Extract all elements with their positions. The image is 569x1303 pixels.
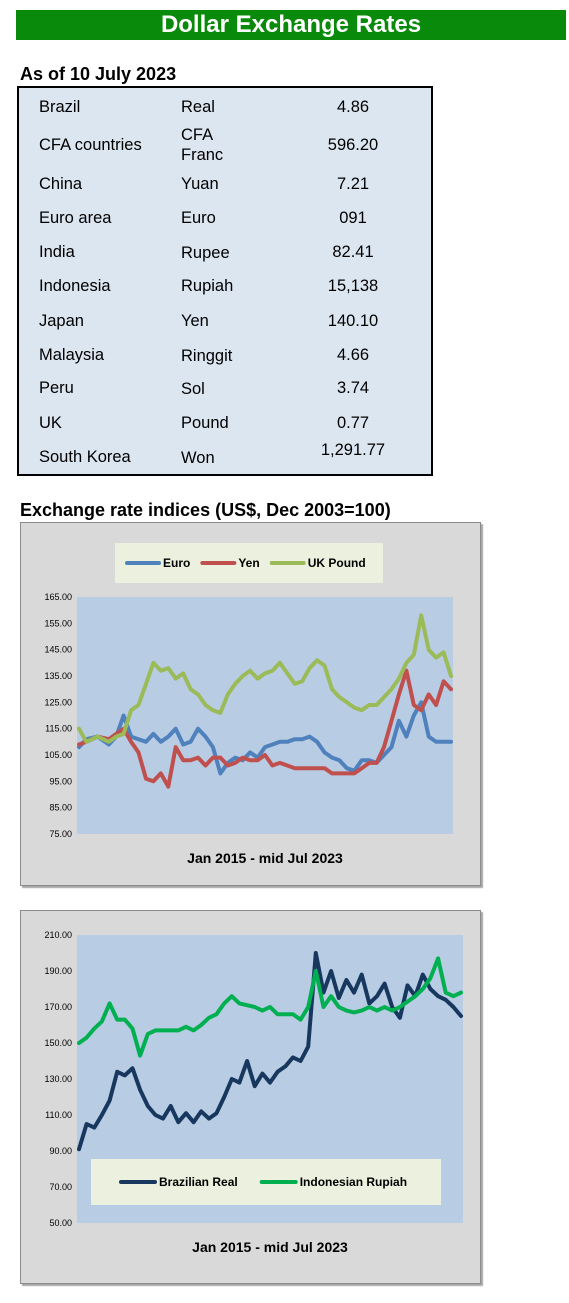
series-line-2 (77, 613, 453, 744)
chart-group: 210.00 190.00 170.00 150.00 130.00 110.00 90.0… (44, 930, 463, 1255)
chart-group: 165.00 155.00 145.00 135.00 125.00 115.00 105.… (44, 543, 453, 866)
chart-panel-1: 165.00 155.00 145.00 135.00 125.00 115.00 105.… (20, 522, 481, 886)
y-tick-label: 135.00 (44, 671, 72, 681)
y-tick-label: 150.00 (44, 1038, 72, 1048)
currency-cell: Rupee (181, 243, 230, 262)
legend-label: Brazilian Real (159, 1175, 238, 1189)
rate-value-cell: 0.77 (336, 413, 370, 432)
x-axis-label: Jan 2015 - mid Jul 2023 (187, 850, 343, 866)
rate-value-cell: 091 (339, 208, 367, 227)
rate-row: Malaysia Ringgit 4.66 (39, 339, 415, 372)
rate-value-cell: 1,291.77 (320, 441, 386, 459)
y-tick-label: 190.00 (44, 966, 72, 976)
rate-value-cell: 3.74 (336, 379, 370, 397)
currency-cell: Yen (181, 312, 209, 330)
rate-row: CFA countries CFA Franc 596.20 (39, 122, 415, 168)
country-cell: Japan (39, 311, 84, 330)
y-tick-label: 75.00 (49, 829, 72, 839)
country-cell: Euro area (39, 208, 112, 227)
rate-value-cell: 15,138 (327, 276, 379, 295)
rate-value-cell: 82.41 (332, 243, 374, 261)
rates-table-body: Brazil Real 4.86 CFA countries CFA Franc 596.2… (39, 92, 415, 474)
rate-row: Euro area Euro 091 (39, 200, 415, 236)
country-cell: South Korea (39, 448, 131, 466)
y-tick-label: 130.00 (44, 1074, 72, 1084)
y-tick-label: 70.00 (49, 1182, 72, 1192)
rate-value-cell: 596.20 (327, 135, 379, 154)
country-cell: CFA countries (39, 135, 142, 154)
y-tick-label: 170.00 (44, 1002, 72, 1012)
currency-cell: Real (181, 98, 215, 116)
rate-row: Peru Sol 3.74 (39, 372, 415, 405)
rate-row: Japan Yen 140.10 (39, 303, 415, 339)
legend-label: Euro (163, 556, 190, 570)
rate-value-cell: 4.66 (336, 346, 370, 364)
y-tick-label: 125.00 (44, 697, 72, 707)
page-title-banner: Dollar Exchange Rates (16, 10, 566, 40)
rate-value-cell: 4.86 (336, 97, 370, 116)
y-tick-label: 115.00 (45, 724, 72, 734)
y-tick-label: 105.00 (44, 750, 72, 760)
country-cell: Indonesia (39, 276, 111, 295)
y-tick-label: 165.00 (44, 592, 72, 602)
y-tick-label: 155.00 (44, 618, 72, 628)
page-title: Dollar Exchange Rates (160, 11, 422, 38)
legend-label: UK Pound (308, 556, 366, 570)
currency-cell: Rupiah (181, 277, 234, 295)
country-cell: Malaysia (39, 346, 105, 364)
chart-panel-2: 210.00 190.00 170.00 150.00 130.00 110.00 90.0… (20, 910, 481, 1284)
currency-cell: Ringgit (181, 346, 233, 365)
currency-cell: Pound (181, 414, 229, 432)
y-tick-label: 85.00 (49, 803, 72, 813)
exchange-rates-table: Brazil Real 4.86 CFA countries CFA Franc 596.2… (17, 86, 433, 476)
legend-label: Indonesian Rupiah (300, 1175, 407, 1189)
exchange-rate-index-chart-1: 165.00 155.00 145.00 135.00 125.00 115.00 105.… (44, 543, 453, 866)
rate-row: UK Pound 0.77 (39, 405, 415, 441)
y-tick-label: 210.00 (44, 930, 72, 940)
country-cell: India (39, 243, 75, 261)
exchange-rate-index-chart-2: 210.00 190.00 170.00 150.00 130.00 110.00 90.0… (44, 930, 463, 1255)
series-line-1 (77, 956, 463, 1058)
plot-area (77, 597, 453, 834)
y-tick-label: 50.00 (49, 1218, 72, 1228)
y-tick-label: 110.00 (45, 1110, 72, 1120)
x-axis-label: Jan 2015 - mid Jul 2023 (192, 1239, 348, 1255)
country-cell: Brazil (39, 97, 81, 116)
rates-date-heading: As of 10 July 2023 (20, 64, 177, 84)
series-line-1 (77, 668, 453, 789)
currency-cell: CFA Franc (181, 126, 224, 164)
rate-row: South Korea Won 1,291.77 (39, 441, 415, 474)
legend-label: Yen (238, 556, 259, 570)
currency-cell: Yuan (181, 175, 219, 193)
rate-row: Brazil Real 4.86 (39, 92, 415, 122)
rate-row: India Rupee 82.41 (39, 236, 415, 269)
y-tick-label: 145.00 (44, 645, 72, 655)
rate-row: China Yuan 7.21 (39, 168, 415, 200)
y-tick-label: 90.00 (49, 1146, 72, 1156)
series-line-0 (77, 951, 463, 1152)
country-cell: UK (39, 413, 62, 432)
country-cell: Peru (39, 379, 74, 397)
rate-value-cell: 140.10 (327, 311, 379, 330)
y-tick-label: 95.00 (49, 776, 72, 786)
rate-row: Indonesia Rupiah 15,138 (39, 269, 415, 303)
series-line-0 (77, 700, 453, 776)
rate-value-cell: 7.21 (336, 174, 370, 193)
currency-cell: Won (181, 448, 215, 467)
indices-heading: Exchange rate indices (US$, Dec 2003=100… (20, 500, 391, 520)
currency-cell: Euro (181, 209, 216, 227)
country-cell: China (39, 174, 83, 193)
currency-cell: Sol (181, 379, 205, 398)
